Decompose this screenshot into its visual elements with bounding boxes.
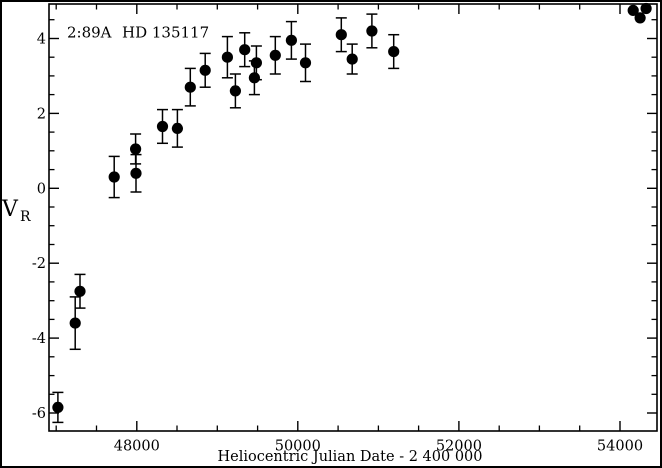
data-point [229,85,241,97]
data-point [299,57,312,69]
data-point [108,171,120,183]
y-axis-label-subscript: R [20,209,31,225]
data-point [74,285,86,297]
data-point [640,2,652,15]
annotation-dataset-id: 2:89A [67,24,112,42]
data-point [239,44,251,56]
data-point [388,46,400,58]
y-tick-label: -4 [32,331,46,347]
data-point [248,72,260,84]
data-point [130,143,142,155]
data-point [269,49,281,61]
data-point [627,4,639,17]
data-point [346,53,358,65]
x-axis-label: Heliocentric Julian Date - 2 400 000 [217,449,482,465]
y-tick-label: -2 [32,256,46,272]
data-point [184,81,196,93]
data-point [199,64,211,76]
data-point [221,51,233,63]
x-tick-label: 54000 [597,439,643,455]
plot-frame [48,3,658,432]
data-point [250,57,262,69]
data-point [171,122,183,134]
y-tick-label: 0 [37,181,46,197]
x-tick-label: 50000 [275,439,321,455]
x-tick-label: 52000 [436,439,482,455]
y-tick-label: 2 [37,106,46,122]
data-point [69,317,81,329]
data-point [285,34,297,46]
data-point [130,167,142,179]
annotation-star-name: HD 135117 [122,24,209,42]
x-tick-label: 48000 [114,439,160,455]
data-point [335,29,347,41]
y-axis-label: V [1,197,19,222]
y-tick-label: -6 [32,406,46,422]
data-point [634,12,646,24]
y-tick-label: 4 [37,32,46,48]
data-point [52,401,64,413]
data-point [156,120,169,133]
data-point [366,25,378,37]
